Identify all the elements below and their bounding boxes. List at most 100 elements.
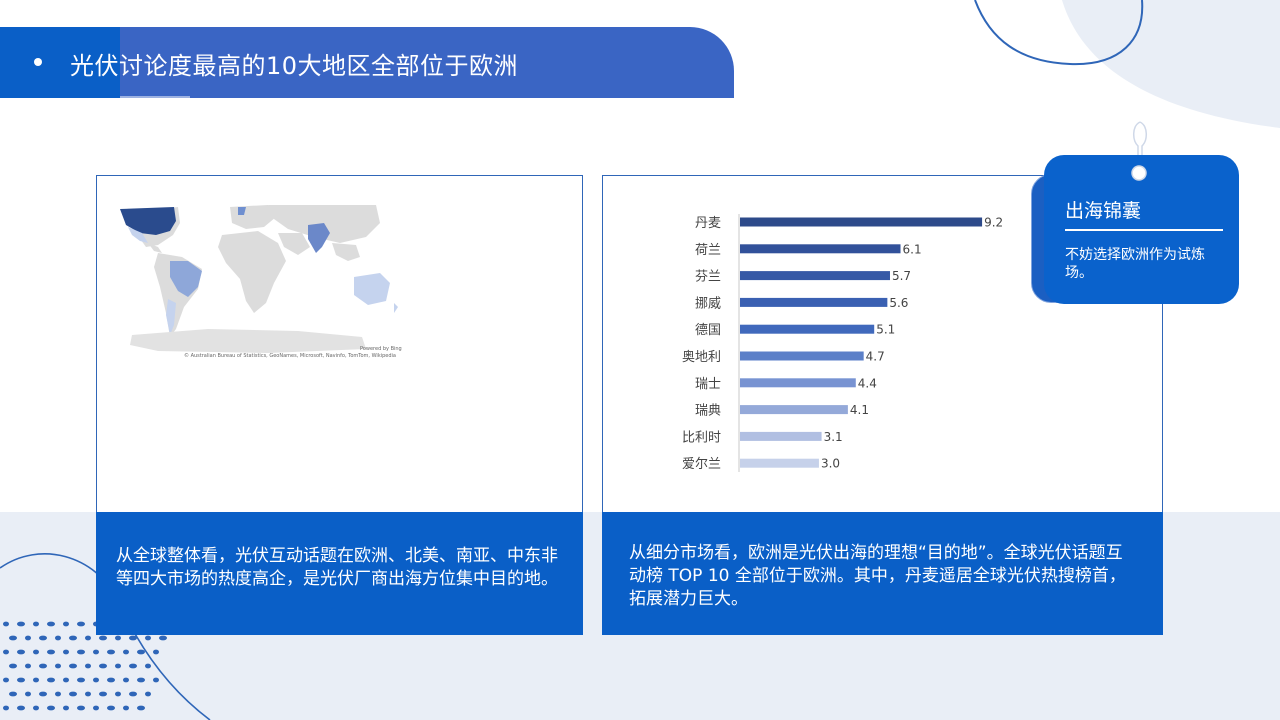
title-accent — [0, 27, 120, 98]
category-label: 挪威 — [695, 296, 721, 311]
map-attribution: © Australian Bureau of Statistics, GeoNa… — [184, 353, 396, 359]
decor-dot — [145, 663, 151, 669]
decor-dot — [145, 691, 151, 697]
decor-dot — [63, 705, 69, 711]
bar — [740, 378, 856, 388]
decor-dot — [9, 663, 17, 669]
decor-dot — [3, 621, 9, 627]
map-middle-east — [278, 233, 310, 255]
category-label: 爱尔兰 — [682, 457, 721, 472]
data-label: 4.1 — [850, 403, 869, 417]
decor-dot — [123, 649, 129, 655]
decor-dot — [123, 705, 129, 711]
map-africa — [218, 231, 286, 313]
category-label: 瑞典 — [695, 404, 721, 419]
decor-dot — [107, 705, 115, 711]
decor-dot — [55, 691, 61, 697]
bar — [740, 351, 864, 361]
decor-dot — [99, 635, 107, 641]
bar — [740, 458, 819, 468]
map-europe — [230, 205, 276, 229]
decor-dot — [107, 649, 115, 655]
decor-dot — [77, 649, 85, 655]
map-argentina — [166, 299, 176, 335]
data-label: 3.1 — [824, 430, 843, 444]
decor-dot — [47, 677, 55, 683]
decor-dot — [137, 705, 145, 711]
decor-dot — [115, 691, 121, 697]
category-label: 芬兰 — [695, 270, 721, 285]
bar — [740, 405, 848, 415]
map-powered-by: Powered by Bing — [360, 346, 402, 352]
data-label: 5.6 — [889, 296, 908, 310]
decor-dot — [39, 635, 47, 641]
decor-dot — [137, 677, 145, 683]
decor-dot — [33, 621, 39, 627]
category-label: 奥地利 — [682, 350, 721, 365]
tip-divider — [1065, 229, 1223, 231]
tip-title: 出海锦囊 — [1065, 200, 1142, 222]
decor-dot — [69, 635, 77, 641]
decor-dot — [85, 635, 91, 641]
decor-dot — [17, 705, 25, 711]
category-label: 瑞士 — [695, 377, 721, 392]
decor-dot — [77, 705, 85, 711]
decor-dot — [123, 677, 129, 683]
decor-dot — [17, 649, 25, 655]
decor-dot — [47, 649, 55, 655]
decor-dot — [93, 677, 99, 683]
decor-dot — [69, 691, 77, 697]
map-mexico — [128, 227, 148, 243]
decor-dot — [33, 677, 39, 683]
data-label: 5.7 — [892, 269, 911, 283]
map-nz — [394, 303, 398, 313]
decor-dot — [3, 649, 9, 655]
category-label: 德国 — [695, 323, 721, 338]
category-label: 比利时 — [682, 430, 721, 445]
decor-dot — [33, 649, 39, 655]
decor-dot — [93, 705, 99, 711]
decor-dot — [159, 635, 167, 641]
data-label: 4.7 — [866, 350, 885, 364]
decor-dot — [129, 663, 137, 669]
page-title: 光伏讨论度最高的10大地区全部位于欧洲 — [70, 52, 519, 80]
data-label: 3.0 — [821, 457, 840, 471]
decor-dot — [85, 691, 91, 697]
decor-dot — [107, 677, 115, 683]
tip-text: 不妨选择欧洲作为试炼场。 — [1065, 247, 1205, 281]
decor-dot — [85, 663, 91, 669]
title-bar — [0, 27, 734, 98]
data-label: 4.4 — [858, 376, 877, 390]
decor-dot — [63, 677, 69, 683]
decor-dot — [129, 635, 137, 641]
map-europe-highlight — [238, 207, 246, 215]
decor-dot — [3, 677, 9, 683]
bar — [740, 324, 875, 334]
map-brazil — [170, 261, 202, 297]
map-australia — [354, 273, 390, 305]
data-label: 6.1 — [903, 242, 922, 256]
caption-left: 从全球整体看，光伏互动话题在欧洲、北美、南亚、中东非等四大市场的热度高企，是光伏… — [96, 512, 583, 635]
decor-dot — [25, 691, 31, 697]
decor-dot — [69, 663, 77, 669]
bar — [740, 271, 890, 281]
hook-ring-icon — [1131, 165, 1147, 181]
decor-dot — [55, 635, 61, 641]
map-usa — [120, 207, 176, 235]
map-central-america — [148, 243, 162, 253]
data-label: 5.1 — [876, 323, 895, 337]
decor-dot — [9, 691, 17, 697]
category-label: 丹麦 — [695, 216, 721, 231]
decor-dot — [3, 705, 9, 711]
data-label: 9.2 — [984, 216, 1003, 230]
bar — [740, 244, 901, 254]
decor-dot — [25, 663, 31, 669]
decor-dot — [153, 677, 159, 683]
map-india — [308, 223, 330, 253]
decor-dot — [17, 621, 25, 627]
decor-dot — [153, 649, 159, 655]
bar — [740, 297, 888, 307]
decor-dot — [39, 691, 47, 697]
decor-dot — [77, 677, 85, 683]
decor-dot — [93, 649, 99, 655]
